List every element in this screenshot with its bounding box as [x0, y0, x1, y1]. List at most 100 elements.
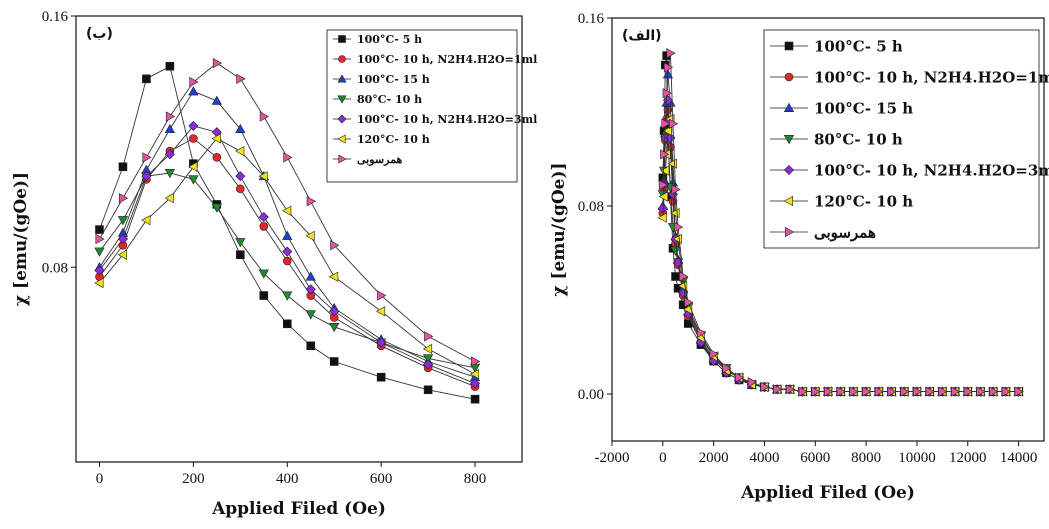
data-point	[375, 306, 386, 317]
data-point	[471, 356, 481, 367]
data-point	[696, 327, 707, 339]
data-point	[258, 211, 269, 223]
data-point	[164, 193, 174, 204]
legend-marker	[783, 102, 795, 112]
x-tick-label: 800	[464, 471, 487, 487]
data-point	[423, 359, 434, 370]
x-tick-label: 6000	[800, 450, 830, 466]
data-point	[989, 386, 999, 397]
data-point	[235, 171, 246, 182]
series-5-100-c-10-h-n2h4-h2o-3ml	[94, 120, 481, 389]
legend-entry: همرسوبی	[333, 153, 403, 166]
data-point	[211, 133, 221, 144]
legend-entry: 100°C- 10 h, N2H4.H2O=1ml	[770, 68, 1049, 86]
data-point	[236, 73, 246, 84]
data-point	[925, 386, 935, 397]
data-point	[211, 203, 222, 213]
x-tick-label: 200	[182, 471, 205, 487]
series-line	[99, 90, 476, 378]
data-point	[306, 196, 316, 207]
y-tick-label: 0.00	[578, 387, 604, 403]
x-tick-label: -2000	[595, 450, 630, 466]
y-tick-label: 0.16	[578, 11, 605, 27]
legend-entry: 80°C- 10 h	[333, 93, 422, 106]
legend-label: 80°C- 10 h	[814, 130, 903, 148]
right-legend: 100°C- 5 h 100°C- 10 h, N2H4.H2O=1ml 100°C…	[763, 29, 1049, 249]
data-point	[760, 381, 770, 393]
data-point	[836, 386, 846, 397]
data-point	[95, 225, 104, 234]
legend-marker	[338, 55, 346, 63]
data-point	[283, 152, 293, 163]
legend-label: 100°C- 10 h, N2H4.H2O=3ml	[357, 113, 537, 126]
series-line	[99, 125, 476, 384]
data-point	[862, 386, 872, 397]
legend-label: 100°C- 15 h	[814, 99, 913, 117]
data-point	[671, 184, 681, 195]
data-point	[282, 205, 292, 216]
legend-entry: 120°C- 10 h	[770, 192, 913, 210]
right-y-axis-ticks: 0.00 0.08 0.16	[578, 11, 612, 403]
legend-entry: 100°C- 10 h, N2H4.H2O=3ml	[770, 161, 1049, 179]
legend-entry: 100°C- 10 h, N2H4.H2O=1ml	[333, 53, 537, 66]
data-point	[849, 386, 859, 397]
series-6-120-c-10-h	[94, 133, 480, 380]
right-x-axis-ticks: -2000 0 2000 4000 6000 8000 10000 12000 14000	[595, 441, 1037, 466]
data-point	[94, 265, 105, 276]
data-point	[164, 169, 176, 179]
data-point	[188, 120, 199, 131]
data-point	[963, 386, 973, 397]
data-point	[282, 230, 293, 240]
legend-entry: 100°C- 15 h	[333, 73, 430, 86]
legend-marker	[338, 35, 346, 43]
data-point	[666, 48, 676, 59]
x-tick-label: 8000	[851, 450, 881, 466]
legend-entry: 100°C- 10 h, N2H4.H2O=3ml	[333, 113, 537, 126]
legend-marker	[783, 195, 793, 207]
data-point	[328, 271, 339, 282]
data-point	[165, 61, 175, 71]
right-chart-panel: -2000 0 2000 4000 6000 8000 10000 12000 14000 0.…	[549, 11, 1049, 503]
legend-marker	[785, 226, 795, 238]
legend-entry: 100°C- 5 h	[770, 37, 903, 55]
data-point	[662, 95, 673, 106]
data-point	[470, 394, 480, 404]
data-point	[94, 247, 105, 257]
data-point	[188, 86, 199, 96]
data-point	[235, 145, 245, 157]
left-legend: 100°C- 5 h 100°C- 10 h, N2H4.H2O=1ml 100°C…	[326, 29, 537, 183]
y-tick-label: 0.16	[42, 9, 69, 25]
data-point	[305, 230, 315, 241]
data-point	[188, 161, 198, 172]
legend-box	[763, 29, 1040, 249]
data-point	[674, 222, 684, 233]
left-y-axis-label: χ [emu/(gOe)]	[11, 172, 31, 306]
data-point	[662, 88, 672, 99]
x-tick-label: 12000	[949, 450, 987, 466]
data-point	[235, 238, 246, 248]
data-point	[377, 290, 387, 301]
data-point	[422, 343, 433, 355]
left-panel-label: (ب)	[86, 26, 113, 42]
series-line	[99, 62, 476, 362]
legend-label: همرسوبی	[357, 153, 403, 166]
data-point	[329, 357, 339, 366]
left-y-axis-ticks: 0.08 0.16	[42, 9, 76, 276]
legend-marker	[337, 134, 346, 144]
data-point	[141, 171, 152, 182]
data-point	[912, 386, 923, 397]
legend-label: 100°C- 10 h, N2H4.H2O=1ml	[357, 53, 537, 66]
data-point	[747, 377, 757, 388]
data-point	[189, 134, 198, 143]
legend-entry: 100°C- 15 h	[770, 99, 913, 117]
data-point	[142, 152, 152, 163]
left-x-axis-ticks: 0 200 400 600 800	[96, 462, 487, 487]
data-point	[164, 123, 176, 134]
left-series-group	[94, 58, 481, 404]
data-point	[938, 386, 948, 397]
data-point	[117, 216, 129, 226]
data-point	[94, 277, 104, 289]
x-tick-label: 600	[370, 471, 393, 487]
data-point	[118, 162, 128, 172]
data-point	[118, 193, 129, 204]
